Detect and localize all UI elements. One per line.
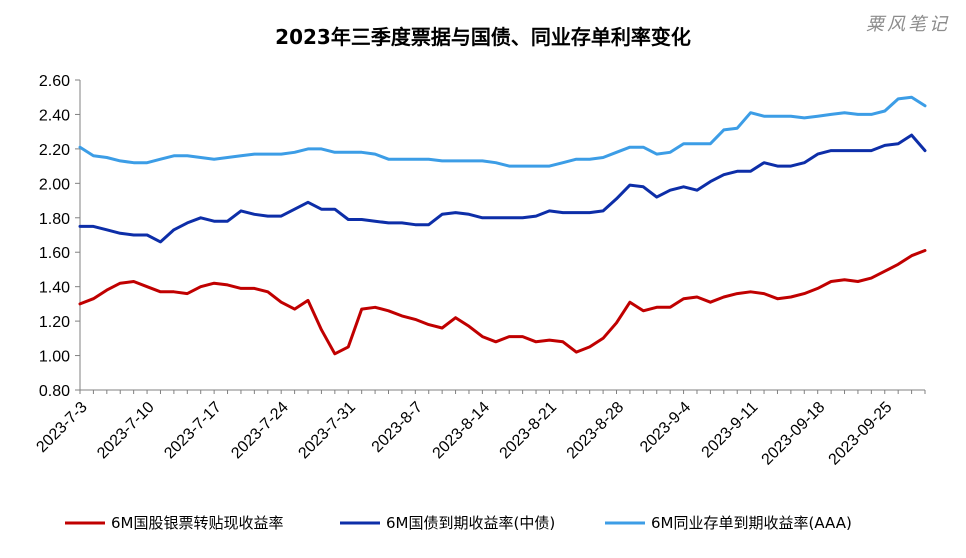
x-tick-label: 2023-9-11: [699, 399, 762, 462]
y-tick-label: 2.00: [39, 176, 70, 193]
y-tick-label: 1.40: [39, 280, 70, 297]
y-tick-label: 1.00: [39, 349, 70, 366]
x-tick-label: 2023-8-28: [564, 399, 628, 463]
y-tick-label: 1.60: [39, 245, 70, 262]
x-tick-label: 2023-09-18: [759, 399, 829, 469]
y-tick-label: 1.20: [39, 314, 70, 331]
watermark-logo: 粟风笔记: [866, 14, 950, 35]
x-tick-label: 2023-8-21: [497, 399, 561, 463]
x-tick-label: 2023-8-7: [369, 399, 426, 456]
y-tick-label: 2.60: [39, 73, 70, 90]
x-tick-label: 2023-09-25: [826, 399, 896, 469]
y-tick-label: 2.20: [39, 142, 70, 159]
plot-area: 2.60 2.40 2.20 2.00 1.80 1.60 1.40 1.20 1.00 0.80…: [33, 73, 927, 469]
series-line-3: [78, 95, 927, 168]
legend-label-1: 6M国股银票转贴现收益率: [111, 514, 284, 532]
legend-label-2: 6M国债到期收益率(中债): [386, 514, 555, 532]
series-line-2: [78, 133, 927, 244]
x-tick-label: 2023-7-17: [161, 399, 225, 463]
x-tick-label: 2023-7-10: [94, 399, 158, 463]
y-tick-label: 2.40: [39, 107, 70, 124]
x-tick-label: 2023-7-24: [228, 399, 292, 463]
y-tick-label: 1.80: [39, 211, 70, 228]
chart-title: 2023年三季度票据与国债、同业存单利率变化: [275, 25, 691, 49]
y-tick-label: 0.80: [39, 383, 70, 400]
x-tick-label: 2023-7-31: [295, 399, 359, 463]
x-tick-label: 2023-9-4: [637, 399, 694, 456]
x-tick-label: 2023-8-14: [430, 399, 494, 463]
legend-label-3: 6M同业存单到期收益率(AAA): [651, 514, 852, 532]
series-line-1: [78, 249, 927, 356]
legend: 6M国股银票转贴现收益率 6M国债到期收益率(中债) 6M同业存单到期收益率(AAA…: [65, 514, 852, 532]
x-tick-label: 2023-7-3: [33, 399, 90, 456]
